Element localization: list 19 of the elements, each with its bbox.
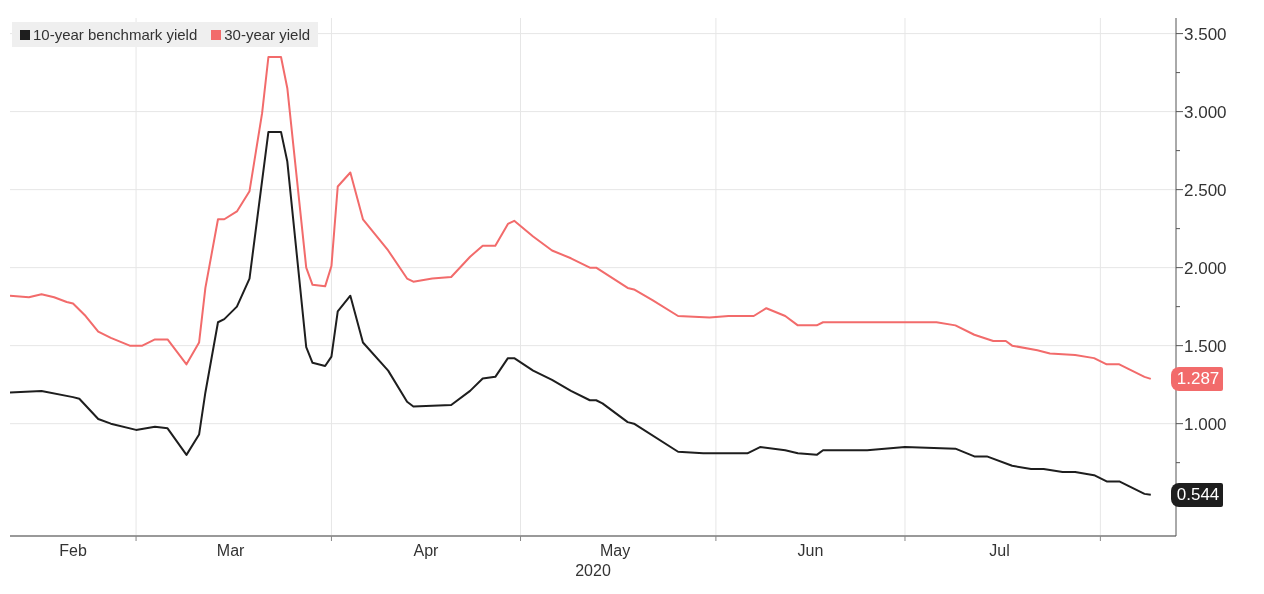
y-tick-label: 1.000	[1184, 414, 1227, 434]
line-series	[10, 56, 1152, 380]
y-tick-label: 3.500	[1184, 24, 1227, 44]
annotation: 0.544	[1170, 482, 1224, 507]
x-tick-label: Feb	[59, 542, 87, 559]
line-series	[10, 130, 1152, 496]
annotation: 1.287	[1170, 366, 1224, 391]
y-tick-label: 3.000	[1184, 102, 1227, 122]
x-tick-label: Jul	[989, 542, 1010, 559]
x-tick-label: Jun	[797, 542, 824, 559]
y-tick-label: 1.500	[1184, 336, 1227, 356]
x-axis-title: 2020	[574, 562, 612, 580]
legend-label: 30-year yield	[224, 26, 311, 43]
x-tick-label: May	[599, 542, 631, 559]
y-tick-label: 2.500	[1184, 180, 1227, 200]
x-tick-label: Apr	[413, 542, 440, 559]
x-tick-label: Mar	[216, 542, 246, 559]
legend-label: 10-year benchmark yield	[33, 26, 198, 43]
y-tick-label: 2.000	[1184, 258, 1227, 278]
